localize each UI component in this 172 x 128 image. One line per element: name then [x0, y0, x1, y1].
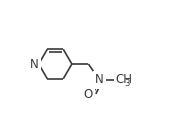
Text: N: N — [95, 73, 104, 87]
Text: CH: CH — [115, 73, 132, 87]
Text: N: N — [30, 57, 39, 71]
Text: O: O — [84, 88, 93, 101]
Text: 3: 3 — [124, 79, 130, 88]
